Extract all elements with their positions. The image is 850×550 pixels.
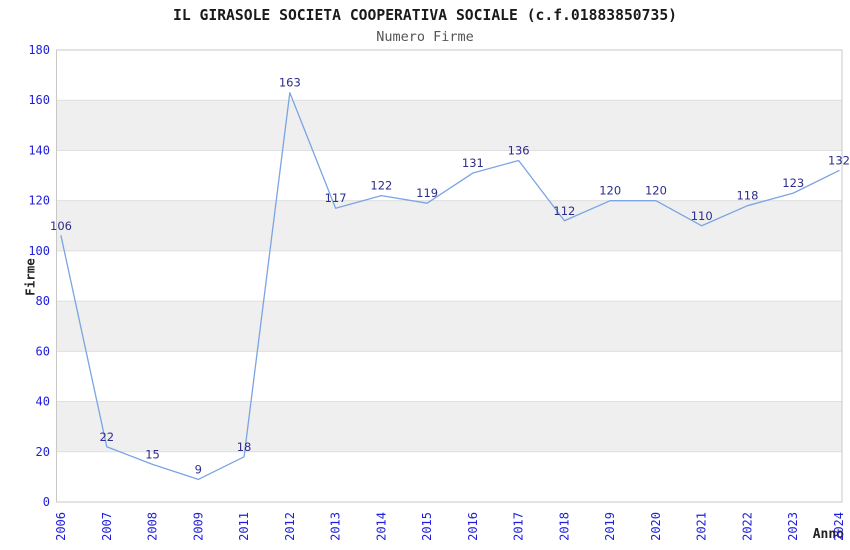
shaded-band [56,100,842,151]
x-tick-label: 2019 [603,512,617,541]
x-tick-label: 2021 [695,512,709,541]
y-tick-label: 160 [28,93,50,107]
y-tick-label: 80 [36,294,50,308]
point-label: 106 [50,219,72,233]
chart-title: IL GIRASOLE SOCIETA COOPERATIVA SOCIALE … [172,7,678,24]
x-tick-label: 2020 [649,512,663,541]
point-label: 131 [462,156,484,170]
point-label: 163 [279,76,301,90]
x-tick-label: 2024 [832,512,846,541]
y-tick-label: 20 [36,445,50,459]
y-tick-label: 40 [36,395,50,409]
x-tick-label: 2017 [512,512,526,541]
point-label: 122 [370,179,392,193]
point-label: 18 [237,440,252,454]
x-tick-label: 2009 [191,512,205,541]
x-tick-label: 2012 [283,512,297,541]
data-line [60,92,840,481]
x-tick-label: 2014 [374,512,388,541]
y-tick-label: 120 [28,194,50,208]
plot-border [56,49,843,503]
x-tick-label: 2013 [329,512,343,541]
point-label: 9 [195,462,202,476]
shaded-band [56,200,842,251]
point-label: 112 [553,204,575,218]
point-label: 22 [99,430,114,444]
point-label: 120 [645,184,667,198]
point-label: 119 [416,186,438,200]
point-label: 15 [145,447,160,461]
point-label: 132 [828,154,850,168]
y-tick-label: 60 [36,344,50,358]
x-tick-label: 2008 [146,512,160,541]
chart-subtitle: Numero Firme [376,29,474,45]
x-tick-label: 2018 [557,512,571,541]
point-label: 120 [599,184,621,198]
x-tick-label: 2015 [420,512,434,541]
y-tick-label: 140 [28,143,50,157]
y-tick-label: 100 [28,244,50,258]
point-label: 110 [691,209,713,223]
point-label: 123 [782,176,804,190]
y-tick-label: 0 [43,495,50,509]
shaded-band [56,401,842,452]
shaded-band [56,301,842,352]
x-tick-label: 2011 [237,512,251,541]
x-tick-label: 2023 [786,512,800,541]
x-tick-label: 2022 [740,512,754,541]
y-tick-label: 180 [28,43,50,57]
x-tick-label: 2006 [54,512,68,541]
point-label: 136 [508,143,530,157]
x-axis-title: Anno [812,527,844,542]
x-tick-label: 2016 [466,512,480,541]
point-label: 117 [325,191,347,205]
x-tick-label: 2007 [100,512,114,541]
point-label: 118 [736,189,758,203]
